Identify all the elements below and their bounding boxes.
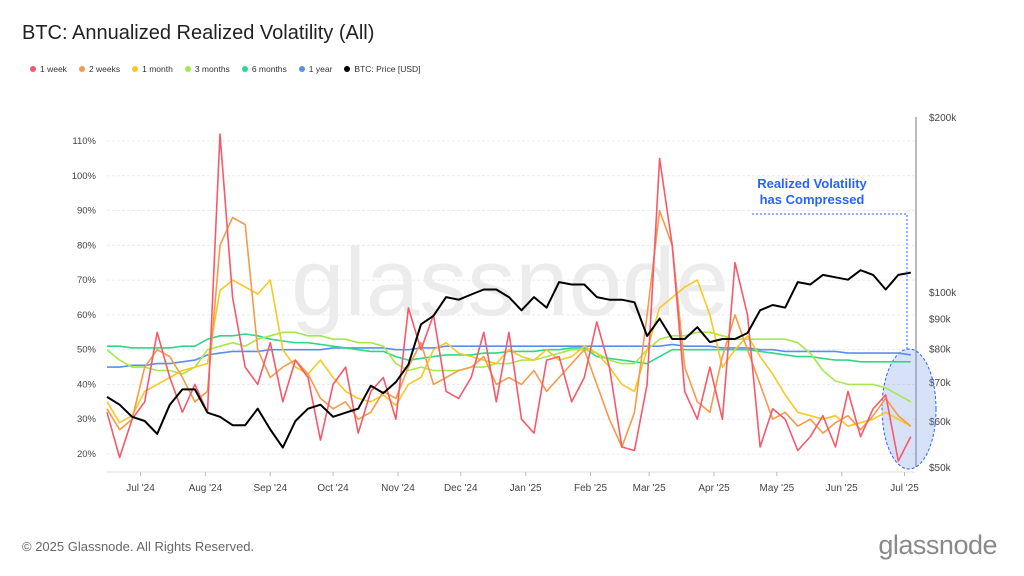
annotation-text-line1: Realized Volatility (757, 176, 867, 191)
series-line-6-months (107, 333, 911, 365)
legend-item[interactable]: 2 weeks (78, 64, 121, 74)
legend-dot-icon (241, 66, 248, 72)
legend-dot-icon (344, 66, 351, 72)
chart-title: BTC: Annualized Realized Volatility (All… (22, 22, 375, 44)
legend-item[interactable]: 1 year (298, 64, 333, 74)
y-left-tick-label: 50% (77, 345, 97, 356)
glassnode-logo: glassnode (878, 530, 997, 560)
legend-item[interactable]: 3 months (184, 64, 230, 74)
annotation-bracket (752, 213, 908, 349)
y-right-tick-label: $90k (929, 315, 952, 326)
legend-dot-icon (78, 66, 85, 72)
legend-label: BTC: Price [USD] (354, 64, 421, 74)
legend-label: 2 weeks (88, 64, 121, 74)
legend-item[interactable]: 1 week (30, 64, 67, 74)
y-right-tick-label: $50k (929, 463, 952, 474)
legend-item[interactable]: 6 months (241, 64, 287, 74)
x-tick-label: Sep '24 (253, 483, 287, 494)
x-tick-label: Nov '24 (381, 483, 415, 494)
y-right-tick-label: $70k (929, 378, 952, 389)
y-left-tick-label: 70% (77, 275, 97, 286)
x-tick-label: Apr '25 (698, 483, 730, 494)
y-left-tick-label: 100% (72, 171, 97, 182)
annotation-text-line2: has Compressed (760, 192, 865, 207)
series-line-btc-price-usd (106, 269, 911, 449)
y-left-tick-label: 90% (77, 206, 97, 217)
series-line-1-week (106, 133, 912, 462)
x-tick-label: Mar '25 (633, 483, 666, 494)
x-tick-label: Feb '25 (574, 483, 607, 494)
y-right-tick-label: $80k (929, 344, 952, 355)
legend-dot-icon (132, 66, 139, 72)
y-left-tick-label: 40% (77, 379, 97, 390)
series-line-2-weeks (106, 209, 912, 448)
legend-dot-icon (184, 66, 191, 72)
x-tick-label: May '25 (759, 483, 794, 494)
legend-label: 3 months (194, 64, 230, 74)
y-right-tick-label: $100k (929, 288, 957, 299)
copyright-footer: © 2025 Glassnode. All Rights Reserved. (22, 539, 255, 554)
y-left-tick-label: 20% (77, 449, 97, 460)
y-left-tick-label: 110% (72, 136, 96, 147)
y-left-tick-label: 80% (77, 240, 97, 251)
y-left-tick-label: 30% (77, 414, 97, 425)
legend-dot-icon (298, 66, 305, 72)
x-tick-label: Aug '24 (189, 483, 223, 494)
series-line-1-year (107, 343, 911, 368)
legend-item[interactable]: BTC: Price [USD] (344, 64, 421, 74)
legend-dot-icon (30, 66, 36, 72)
highlight-ellipse (881, 348, 937, 470)
legend: 1 week 2 weeks 1 month 3 months 6 months 1 ye… (30, 64, 421, 74)
legend-label: 6 months (251, 64, 287, 74)
y-left-tick-label: 60% (77, 310, 97, 321)
x-tick-label: Dec '24 (444, 483, 478, 494)
y-right-tick-label: $200k (929, 113, 957, 124)
legend-label: 1 year (308, 64, 333, 74)
x-tick-label: Jun '25 (826, 483, 858, 494)
y-right-tick-label: $60k (929, 417, 952, 428)
x-tick-label: Jul '24 (126, 483, 155, 494)
x-tick-label: Jul '25 (890, 483, 919, 494)
x-tick-label: Jan '25 (510, 483, 542, 494)
legend-item[interactable]: 1 month (132, 64, 173, 74)
legend-label: 1 week (40, 64, 67, 74)
x-tick-label: Oct '24 (317, 483, 349, 494)
legend-label: 1 month (142, 64, 173, 74)
series-line-3-months (106, 331, 912, 403)
series-line-1-month (106, 279, 912, 428)
